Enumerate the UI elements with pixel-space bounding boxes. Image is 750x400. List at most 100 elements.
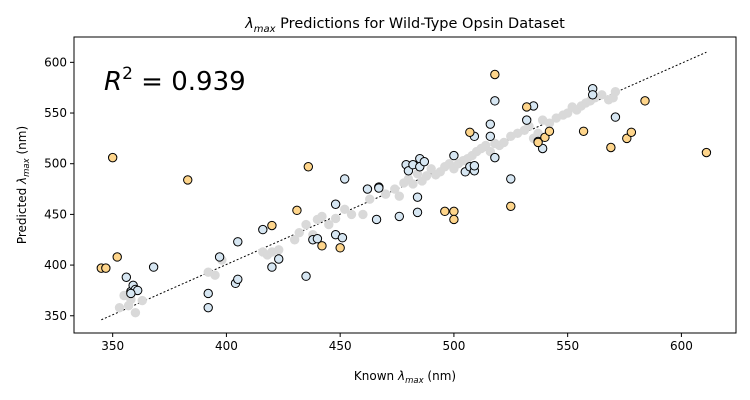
data-point: [292, 205, 302, 216]
x-tick-label: 400: [215, 339, 238, 353]
data-point: [578, 126, 589, 136]
chart-title: λmax Predictions for Wild-Type Opsin Dat…: [244, 16, 565, 35]
data-point: [301, 271, 311, 281]
data-point: [233, 237, 243, 247]
data-point: [107, 152, 118, 163]
data-point: [606, 142, 616, 153]
data-point: [233, 274, 243, 284]
data-point: [640, 96, 650, 106]
data-point: [126, 288, 136, 299]
data-point: [362, 184, 373, 194]
data-point: [258, 224, 268, 235]
y-tick-label: 350: [44, 309, 67, 323]
r2-superscript: 2: [122, 64, 133, 84]
data-point: [419, 156, 430, 167]
x-axis-label: Known λmax (nm): [354, 369, 456, 386]
y-tick-label: 400: [44, 258, 67, 272]
data-point: [101, 263, 111, 273]
y-ticks-layer: 350 400 450 500 550 600: [44, 55, 74, 323]
data-point: [610, 87, 621, 97]
title-rest: Predictions for Wild-Type Opsin Dataset: [276, 16, 566, 32]
data-point: [324, 219, 334, 230]
data-point: [421, 171, 432, 181]
r2-letter: R: [104, 67, 122, 97]
data-point: [317, 241, 327, 251]
data-point: [465, 127, 475, 137]
data-point: [544, 126, 555, 136]
data-point: [522, 102, 532, 112]
data-point: [440, 206, 450, 217]
data-point: [449, 214, 459, 225]
x-tick-label: 600: [670, 339, 693, 353]
data-point: [114, 302, 125, 313]
data-point: [148, 262, 159, 272]
x-label-pre: Known: [354, 369, 398, 383]
data-point: [506, 201, 516, 211]
data-point: [317, 211, 327, 222]
data-point: [597, 90, 607, 100]
y-tick-label: 450: [44, 207, 67, 221]
r2-annotation: R2 = 0.939: [104, 64, 246, 97]
data-point: [330, 199, 341, 209]
data-point: [137, 295, 147, 306]
data-point: [490, 69, 500, 80]
y-label-post: (nm): [15, 126, 29, 158]
data-point: [203, 302, 213, 313]
data-point: [358, 209, 368, 220]
data-point: [490, 152, 500, 163]
y-axis-label: Predicted λmax (nm): [15, 126, 32, 244]
data-point: [203, 288, 213, 299]
data-point: [390, 184, 400, 194]
x-tick-label: 350: [101, 339, 124, 353]
data-point: [267, 262, 277, 272]
data-point: [412, 192, 423, 202]
data-point: [485, 119, 496, 129]
data-point: [449, 206, 459, 217]
y-label-lambda: λ: [15, 177, 29, 185]
y-tick-label: 500: [44, 157, 67, 171]
data-point: [340, 174, 350, 184]
data-point: [274, 254, 284, 264]
x-ticks-layer: 350 400 450 500 550 600: [101, 333, 693, 353]
data-point: [522, 115, 532, 125]
x-label-lambda: λ: [397, 369, 405, 383]
data-point: [408, 179, 418, 189]
data-point: [701, 147, 712, 158]
data-point: [380, 189, 391, 199]
y-tick-label: 600: [44, 55, 67, 69]
data-point: [490, 96, 500, 106]
data-point: [394, 211, 405, 222]
data-point: [301, 219, 311, 230]
data-point: [485, 131, 496, 142]
data-point: [121, 272, 132, 282]
x-label-post: (nm): [424, 369, 456, 383]
data-point: [303, 162, 314, 172]
data-point: [267, 220, 277, 231]
points-layer: [96, 69, 712, 318]
data-point: [112, 252, 122, 262]
data-point: [340, 204, 350, 215]
x-tick-label: 550: [556, 339, 579, 353]
data-point: [374, 183, 384, 193]
data-point: [130, 308, 141, 318]
data-point: [626, 127, 637, 137]
data-point: [394, 191, 405, 201]
data-point: [337, 233, 348, 243]
x-label-subscript: max: [405, 376, 424, 386]
data-point: [506, 174, 516, 184]
data-point: [330, 213, 341, 224]
data-point: [587, 90, 598, 100]
data-point: [183, 175, 193, 185]
data-point: [289, 235, 300, 245]
data-point: [294, 227, 304, 238]
data-point: [610, 112, 621, 122]
data-point: [371, 214, 382, 225]
data-point: [335, 243, 345, 253]
r2-value: = 0.939: [133, 67, 246, 97]
y-tick-label: 550: [44, 106, 67, 120]
data-point: [214, 252, 225, 262]
title-lambda: λ: [244, 16, 254, 32]
data-point: [365, 194, 375, 204]
data-point: [449, 150, 459, 161]
